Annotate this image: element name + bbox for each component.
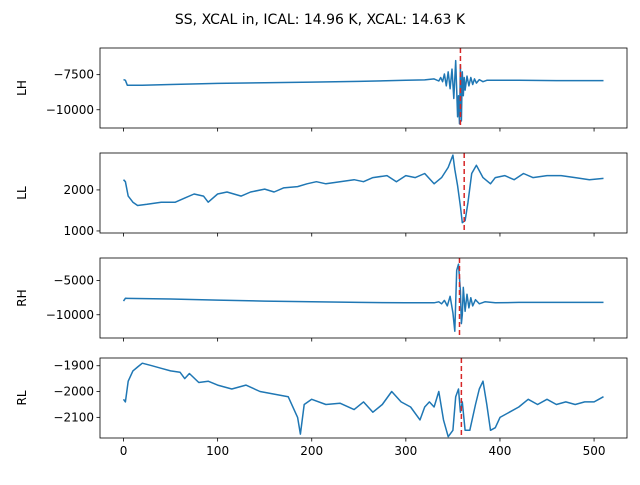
y-axis-label: RH xyxy=(15,289,29,306)
panel-rh: −10000 −5000 RH xyxy=(15,257,628,342)
y-tick-label: −5000 xyxy=(53,274,94,288)
y-tick-label: −7500 xyxy=(53,68,94,82)
panel-lh: −10000 −7500 LH xyxy=(15,47,628,132)
y-axis-label: LH xyxy=(15,80,29,96)
y-tick-label: −1900 xyxy=(53,359,94,373)
panel-rl: −2100 −2000 −1900 0 100 200 300 400 500 RL xyxy=(15,357,628,458)
x-tick-label: 0 xyxy=(120,444,128,458)
y-tick-label: −2000 xyxy=(53,385,94,399)
x-tick-label: 400 xyxy=(489,444,512,458)
y-axis-label: LL xyxy=(15,186,29,200)
series-line xyxy=(122,362,604,438)
y-axis-label: RL xyxy=(15,390,29,405)
series-line xyxy=(123,59,604,125)
series-line xyxy=(122,154,604,224)
chart-title: SS, XCAL in, ICAL: 14.96 K, XCAL: 14.63 … xyxy=(175,12,466,28)
axes-frame xyxy=(99,47,628,129)
x-tick-label: 500 xyxy=(583,444,606,458)
y-tick-label: −10000 xyxy=(46,103,94,117)
x-tick-label: 200 xyxy=(300,444,323,458)
axes-frame xyxy=(99,357,628,439)
panel-ll: 1000 2000 LL xyxy=(15,152,628,238)
x-tick-label: 300 xyxy=(394,444,417,458)
y-tick-label: 2000 xyxy=(63,183,94,197)
axes-frame xyxy=(99,257,628,339)
y-tick-label: −2100 xyxy=(53,410,94,424)
axes-frame xyxy=(99,152,628,234)
y-tick-label: 1000 xyxy=(63,224,94,238)
series-line xyxy=(122,263,604,332)
y-tick-label: −10000 xyxy=(46,308,94,322)
x-tick-label: 100 xyxy=(206,444,229,458)
